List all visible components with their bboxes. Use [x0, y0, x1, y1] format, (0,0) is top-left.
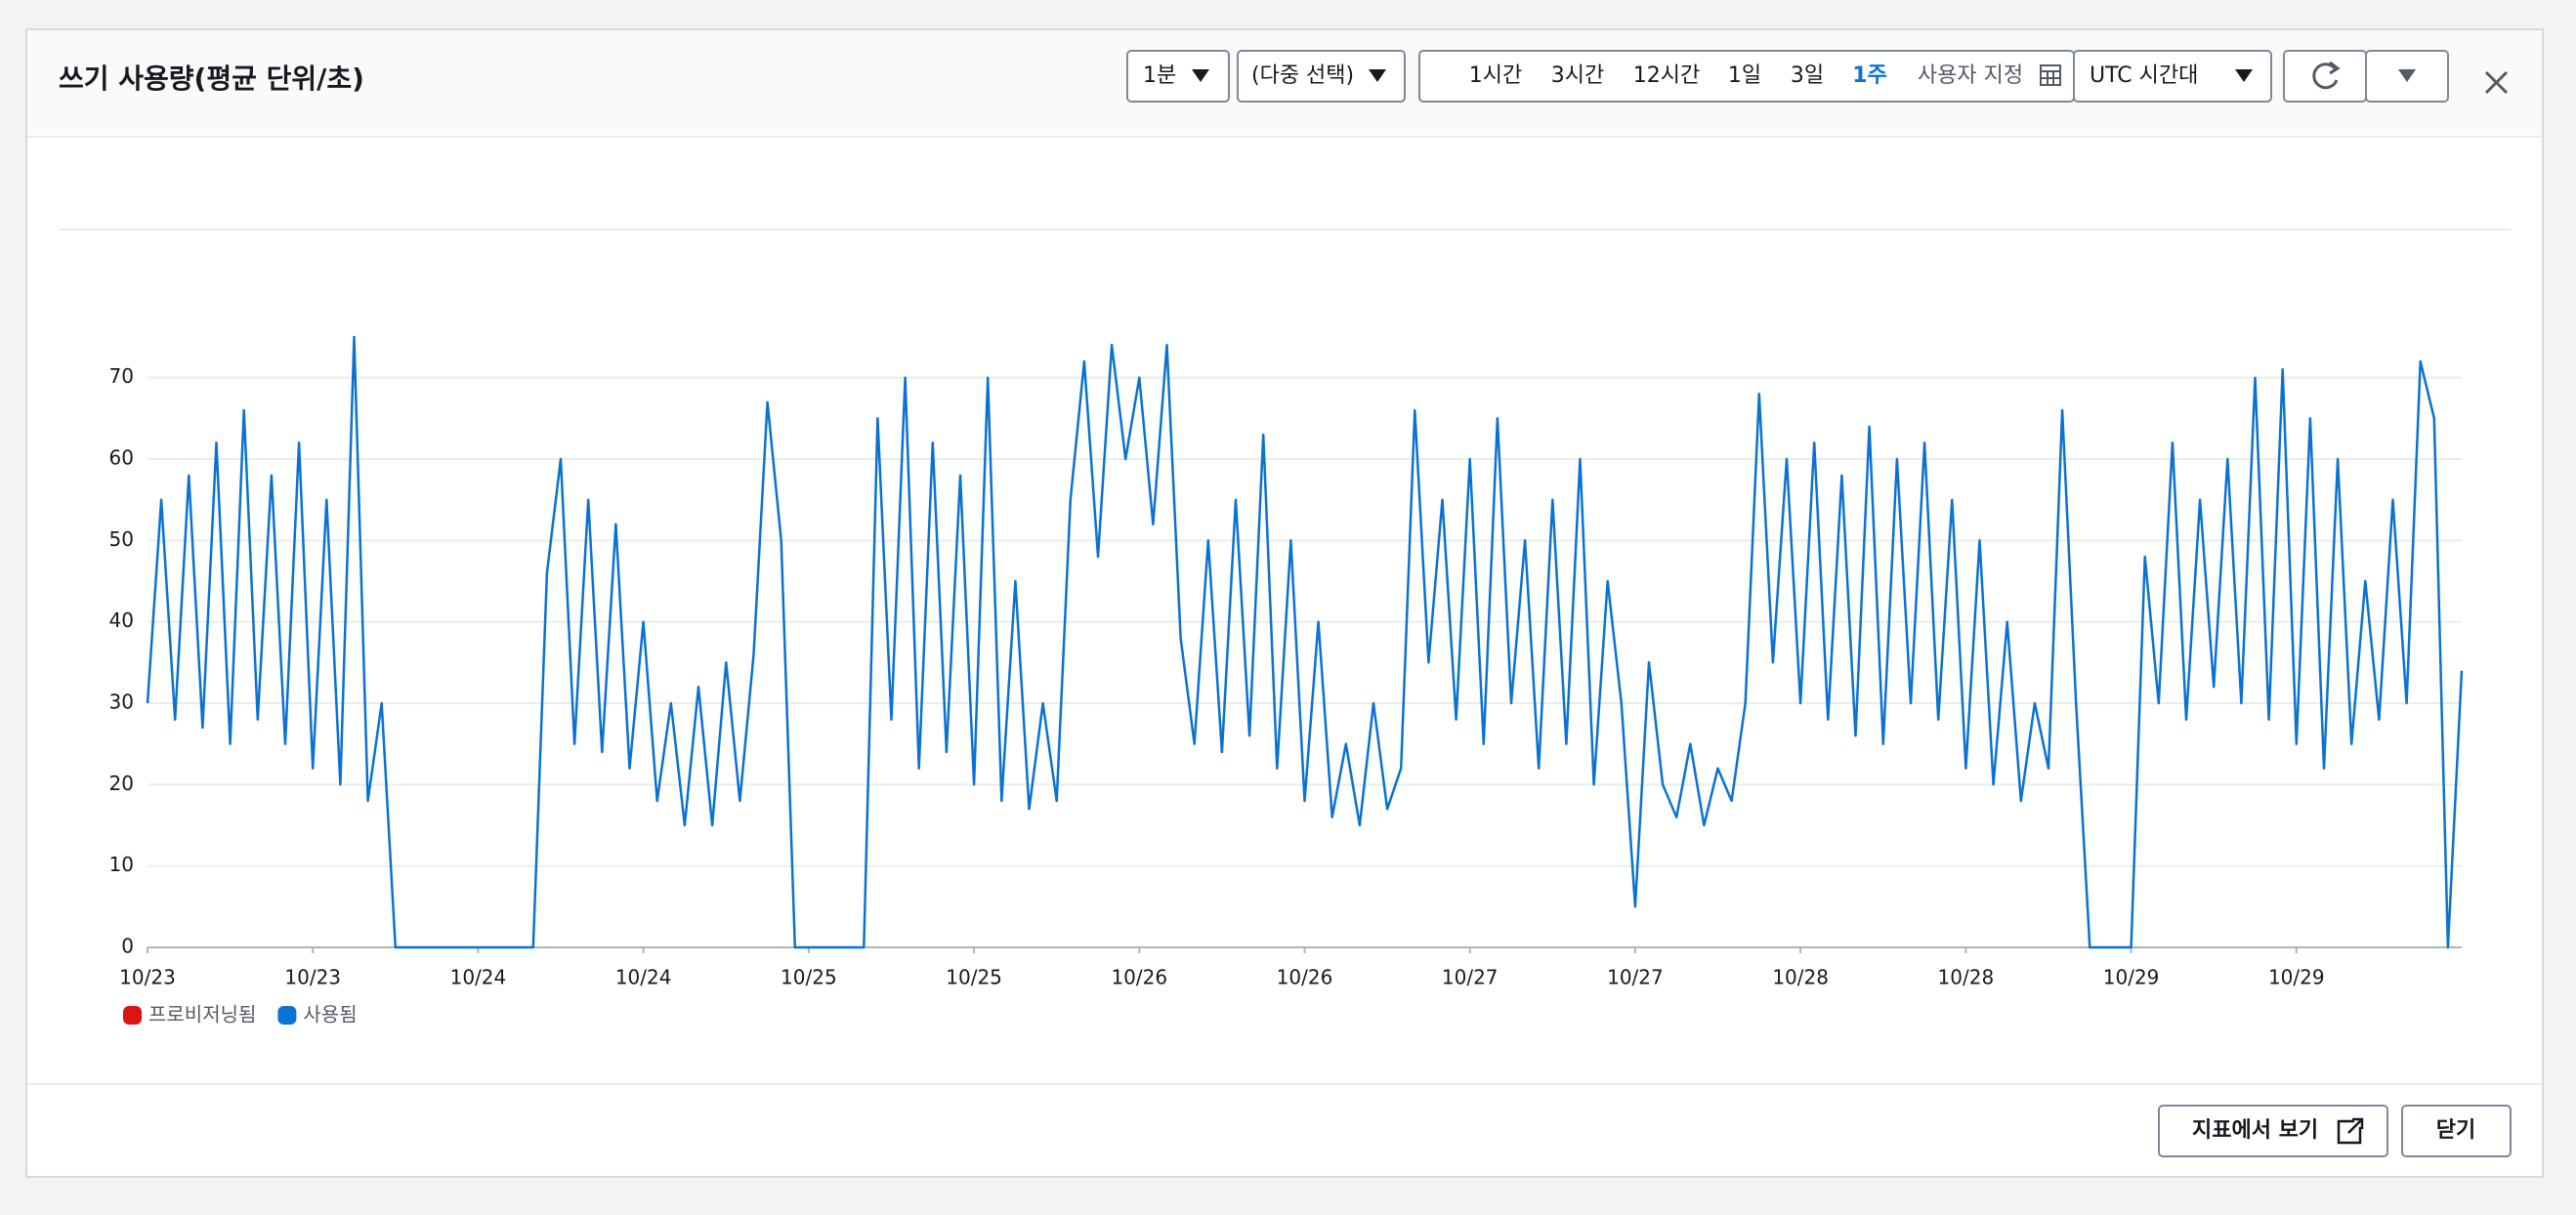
caret	[1192, 69, 1209, 82]
range-option[interactable]: 12시간	[1633, 63, 1700, 88]
legend-swatch[interactable]	[123, 1006, 142, 1025]
range-option[interactable]: 1시간	[1469, 63, 1522, 88]
refresh-icon	[2312, 63, 2339, 90]
refresh-button[interactable]	[2283, 50, 2367, 103]
period-label[interactable]: 1분	[1143, 63, 1176, 88]
x-tick-label: 10/23	[119, 966, 176, 989]
y-tick-label: 60	[109, 446, 134, 470]
timezone-label[interactable]: UTC 시간대	[2090, 63, 2198, 88]
caret	[2235, 69, 2253, 82]
timezone-select[interactable]: UTC 시간대	[2073, 50, 2272, 103]
legend-swatch[interactable]	[277, 1006, 297, 1025]
data-line	[146, 335, 2464, 949]
close-button[interactable]: 닫기	[2401, 1105, 2512, 1157]
x-tick-label: 10/27	[1442, 966, 1499, 989]
stat-select[interactable]: (다중 선택)	[1237, 50, 1406, 103]
range-option[interactable]: 3시간	[1551, 63, 1604, 88]
period-select[interactable]: 1분	[1126, 50, 1230, 103]
y-tick-label: 70	[109, 364, 134, 388]
x-tick-label: 10/26	[1277, 966, 1333, 989]
chart: 0 10 20 30 40 50 60 70 10/23 10/23 10/24 10/24 10/25…	[109, 335, 2464, 1026]
modal-title: 쓰기 사용량(평균 단위/초)	[59, 63, 364, 95]
range-option[interactable]: 3일	[1791, 63, 1824, 88]
y-tick-label: 10	[109, 853, 134, 876]
x-tick-label: 10/24	[615, 966, 672, 989]
x-tick-label: 10/25	[781, 966, 837, 989]
x-tick-label: 10/28	[1772, 966, 1829, 989]
calendar-icon[interactable]	[2040, 64, 2061, 86]
timezone-box[interactable]	[2073, 50, 2272, 103]
period-box[interactable]	[1126, 50, 1230, 103]
modal	[25, 28, 2544, 1178]
button-label[interactable]: 닫기	[2436, 1118, 2475, 1143]
external-icon	[2337, 1117, 2364, 1145]
x-tick-label: 10/24	[450, 966, 507, 989]
range-option[interactable]: 사용자 지정	[1918, 63, 2023, 88]
refresh-options[interactable]	[2365, 50, 2449, 103]
x-tick-label: 10/26	[1111, 966, 1167, 989]
y-tick-label: 50	[109, 527, 134, 551]
x-tick-label: 10/29	[2268, 966, 2325, 989]
close-icon[interactable]	[2484, 70, 2509, 95]
button-box[interactable]	[2158, 1105, 2388, 1157]
y-tick-label: 0	[121, 935, 134, 958]
refresh-arrow	[2329, 61, 2341, 75]
legend-label[interactable]: 사용됨	[303, 1003, 357, 1026]
y-tick-label: 40	[109, 608, 134, 632]
refresh-box[interactable]	[2283, 50, 2367, 103]
y-tick-label: 20	[109, 772, 134, 795]
range-options: 1시간 3시간 12시간 1일 3일 1주 사용자 지정	[1469, 63, 2023, 88]
x-tick-label: 10/25	[946, 966, 1002, 989]
legend-label[interactable]: 프로비저닝됨	[148, 1003, 256, 1026]
y-tick-label: 30	[109, 691, 134, 714]
x-tick-label: 10/27	[1607, 966, 1664, 989]
view-in-metrics-button[interactable]: 지표에서 보기	[2158, 1105, 2388, 1157]
stat-box[interactable]	[1237, 50, 1406, 103]
range-option[interactable]: 1일	[1728, 63, 1761, 88]
caret	[2398, 69, 2416, 82]
caret	[1369, 69, 1386, 82]
x-tick-label: 10/23	[284, 966, 341, 989]
range-option[interactable]: 1주	[1852, 63, 1887, 88]
stat-label[interactable]: (다중 선택)	[1251, 63, 1354, 88]
x-tick-label: 10/29	[2103, 966, 2160, 989]
button-box[interactable]	[2401, 1105, 2512, 1157]
button-label[interactable]: 지표에서 보기	[2192, 1118, 2318, 1143]
x-tick-label: 10/28	[1938, 966, 1995, 989]
